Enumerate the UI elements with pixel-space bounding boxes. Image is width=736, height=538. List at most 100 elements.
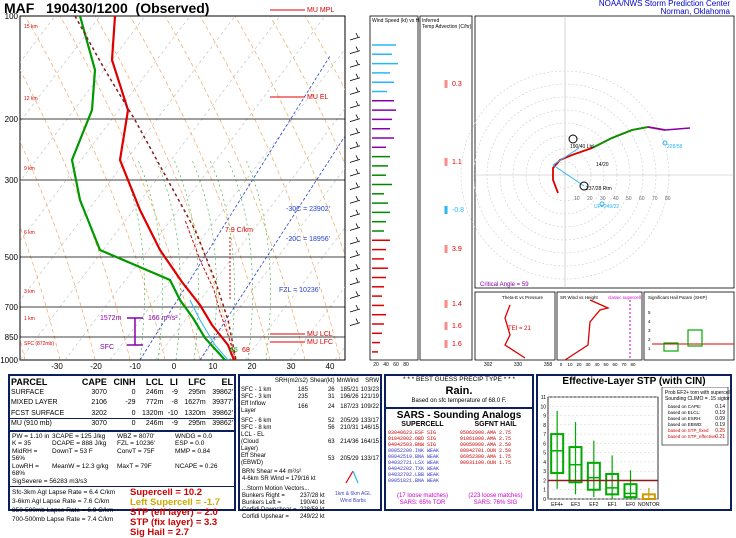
stp-based-label: based on EBWD: <box>668 422 703 427</box>
sars-match: 01061000.AMA 2.75 <box>460 435 512 442</box>
sars-match: 00050900.AMA 2.50 <box>460 441 512 448</box>
stp-box <box>623 483 638 499</box>
temp-tick: 0 <box>172 362 177 371</box>
svg-text:Inferred: Inferred <box>422 18 439 24</box>
pressure-label: 1000 <box>0 356 18 365</box>
sars-hail-header: SGFNT HAIL <box>474 421 517 428</box>
stp-category: EF1 <box>608 502 617 508</box>
ship-tick: 3 <box>648 328 651 333</box>
height-label: 6 km <box>24 230 35 236</box>
stp-based-label: based on CAPE: <box>668 404 701 409</box>
index-value: Sig Hail = 2.7 <box>130 527 189 538</box>
storm-vector: Bunkers Left = 190/40 kt <box>242 499 325 506</box>
theta-index: TEI = 21 <box>508 326 532 332</box>
stp-based-label: based on ESRH: <box>668 416 702 421</box>
srw-tick: 40 <box>594 362 600 367</box>
stp-box <box>550 433 565 475</box>
ship-tick: 5 <box>648 310 651 315</box>
ship-title: Significant Hail Param (SHIP) <box>648 295 708 300</box>
sars-match: 04042202.TXK WEAK <box>388 465 440 472</box>
stp-sound-line: Sounding CLIMO = .15 sigtor <box>665 396 730 402</box>
skewt-frame <box>19 15 346 361</box>
pressure-label: 200 <box>5 115 19 124</box>
height-label: SFC (872mb) <box>24 341 54 347</box>
sars-match: 05062900.AMA 2.75 <box>460 429 512 436</box>
temp-tick: -20 <box>90 362 102 371</box>
lapse-rate: Sfc-3km Agl Lapse Rate = 6.4 C/km <box>12 489 116 496</box>
height-label: 9 km <box>24 166 35 172</box>
table-row: LCL - EL (Cloud Layer) 63 214/36 164/15 <box>241 431 379 452</box>
stp-tick: 11 <box>541 395 546 401</box>
table-row: SFC - 6 km 52 205/29 133/17 <box>241 417 379 424</box>
sars-match: 04032702.LBB WEAK <box>388 471 440 478</box>
pressure-label: 300 <box>5 176 19 185</box>
minus20-label: -20C = 18956' <box>286 236 330 243</box>
sr-wind-panel <box>556 291 643 361</box>
org-line-2: Norman, Oklahoma <box>660 7 730 16</box>
header: MAF 190430/1200 (Observed) NOAA/NWS Stor… <box>0 0 736 18</box>
srw-4-6km: 4-6km SR Wind = 179/16 kt <box>242 475 316 482</box>
sars-match: 09051821.BNA WEAK <box>388 477 440 484</box>
stp-boxplot: 0 1 2 3 4 5 6 7 8 9 10 11 EF4+ EF3 EF2 EF1 EF0 NONTOR Prob… <box>540 386 731 508</box>
fzl-label: FZL = 10236' <box>279 287 320 294</box>
advection-value: 0.3 <box>452 81 462 88</box>
srw-tick: 50 <box>603 362 609 367</box>
stp-based-label: based on STP_effective <box>668 434 716 439</box>
lapse-rate: 700-500mb Lapse Rate = 7.4 C/km <box>12 516 114 523</box>
table-row: Eff Inflow Layer 166 24 187/23 109/22 <box>241 400 379 414</box>
theta-title: Theta-E vs Pressure <box>502 295 544 300</box>
kin-col-header: SRH(m2/s2) <box>274 378 308 384</box>
mixed-layer-label: 1572m <box>100 315 122 322</box>
stp-tick: 2 <box>543 478 546 484</box>
stp-based-value: 0.14 <box>715 404 725 410</box>
stp-category: EF3 <box>571 502 580 508</box>
stp-tick: 5 <box>543 451 546 457</box>
pressure-label: 700 <box>5 303 19 312</box>
advection-value: 1.6 <box>452 323 462 330</box>
stp-tick: 8 <box>543 423 546 429</box>
hodo-tick: 70 <box>652 196 658 202</box>
ship-tick: 1 <box>648 346 651 351</box>
srw-tick: 20 <box>576 362 582 367</box>
wind-axis-tick: 20 <box>373 362 379 368</box>
srw-tick: 70 <box>621 362 627 367</box>
srw-tick: 30 <box>585 362 591 367</box>
temp-tick: 10 <box>209 362 218 371</box>
sfc-dewpoint-label: 65 <box>230 347 238 354</box>
stp-tick: 4 <box>543 460 546 466</box>
sars-match: 04032721.LSX WEAK <box>388 459 440 466</box>
station-id: MAF <box>4 0 35 16</box>
stats-row: LowRH = 68% MeanW = 12.3 g/kg MaxT = 79F NC… <box>12 462 218 478</box>
stp-category: EF0 <box>626 502 635 508</box>
kin-col-header <box>240 376 274 387</box>
temp-tick: 40 <box>326 362 335 371</box>
sars-supercell-header: SUPERCELL <box>401 421 444 428</box>
advection-value: -0.8 <box>452 207 464 214</box>
stats-row: K = 35 DCAPE = 888 J/kg FZL = 10236' ESP = … <box>12 440 205 447</box>
table-row: SFC - 8 km 56 210/31 146/15 <box>241 424 379 431</box>
sars-supercell-list: 03040623.ESF SIG 01042002.OBD SIG 04042503… <box>386 430 460 484</box>
stp-based-label: based on ELCL: <box>668 410 700 415</box>
advection-value: 1.6 <box>452 341 462 348</box>
hodo-upshear: UP=249/22 <box>594 204 619 210</box>
stp-tick: 10 <box>540 404 546 410</box>
stp-panel: Effective-Layer STP (with CIN) 0 1 2 3 4 5 6 7 8… <box>536 374 732 511</box>
sars-match: 01042002.OBD SIG <box>388 435 437 442</box>
eff-inflow-label: 166 m²/s² <box>148 315 178 322</box>
precip-basis: Based on sfc temperature of 68.0 F. <box>411 397 507 404</box>
stp-tick: 0 <box>543 497 546 503</box>
sfc-label: SFC <box>100 344 114 351</box>
stp-tick: 7 <box>543 432 546 438</box>
parcel-col-header: LCL <box>145 377 164 387</box>
parcel-panel: PARCEL CAPE CINH LCL LI LFC EL SURFACE 3070 0 246m… <box>8 374 236 538</box>
table-row: MIXED LAYER 2106 -29 772m -8 1627m 39377' <box>11 399 233 406</box>
srw-tick: 10 <box>567 362 573 367</box>
lapse-rate: 850-500mb Lapse Rate = 6.9 C/km <box>12 507 114 514</box>
hodo-tick: 10 <box>574 196 580 202</box>
stp-prob-line: Prob EF2+ torn with supercell <box>665 390 730 396</box>
index-value: Left Supercell = -1.7 <box>130 497 221 508</box>
hodo-point: 14/20 <box>596 162 609 168</box>
stp-tick: 6 <box>543 441 546 447</box>
mu-mpl-label: MU MPL <box>307 7 334 14</box>
wind-axis-tick: 60 <box>393 362 399 368</box>
